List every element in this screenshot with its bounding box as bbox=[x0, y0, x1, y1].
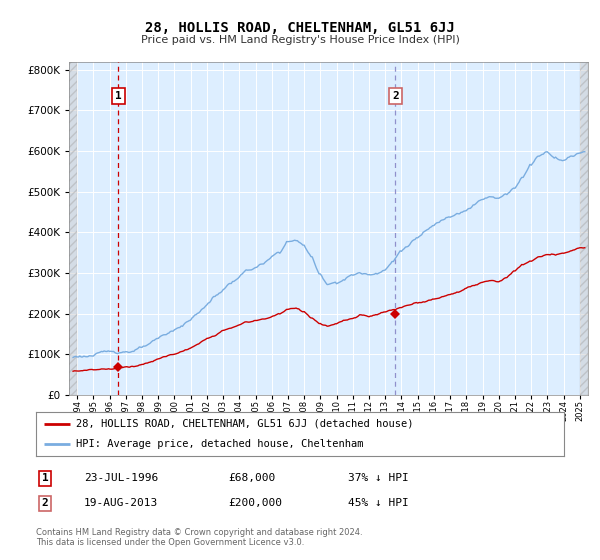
Text: 1: 1 bbox=[41, 473, 49, 483]
Text: 2: 2 bbox=[392, 91, 399, 101]
Text: 28, HOLLIS ROAD, CHELTENHAM, GL51 6JJ: 28, HOLLIS ROAD, CHELTENHAM, GL51 6JJ bbox=[145, 21, 455, 35]
Bar bbox=[580, 62, 588, 395]
Text: £68,000: £68,000 bbox=[228, 473, 275, 483]
Text: £200,000: £200,000 bbox=[228, 498, 282, 508]
Text: 19-AUG-2013: 19-AUG-2013 bbox=[84, 498, 158, 508]
Text: HPI: Average price, detached house, Cheltenham: HPI: Average price, detached house, Chel… bbox=[76, 439, 363, 449]
Text: 37% ↓ HPI: 37% ↓ HPI bbox=[348, 473, 409, 483]
Text: Contains HM Land Registry data © Crown copyright and database right 2024.
This d: Contains HM Land Registry data © Crown c… bbox=[36, 528, 362, 547]
Text: Price paid vs. HM Land Registry's House Price Index (HPI): Price paid vs. HM Land Registry's House … bbox=[140, 35, 460, 45]
Bar bbox=[69, 62, 77, 395]
Text: 45% ↓ HPI: 45% ↓ HPI bbox=[348, 498, 409, 508]
Text: 2: 2 bbox=[41, 498, 49, 508]
Text: 1: 1 bbox=[115, 91, 122, 101]
Text: 28, HOLLIS ROAD, CHELTENHAM, GL51 6JJ (detached house): 28, HOLLIS ROAD, CHELTENHAM, GL51 6JJ (d… bbox=[76, 419, 413, 429]
Text: 23-JUL-1996: 23-JUL-1996 bbox=[84, 473, 158, 483]
